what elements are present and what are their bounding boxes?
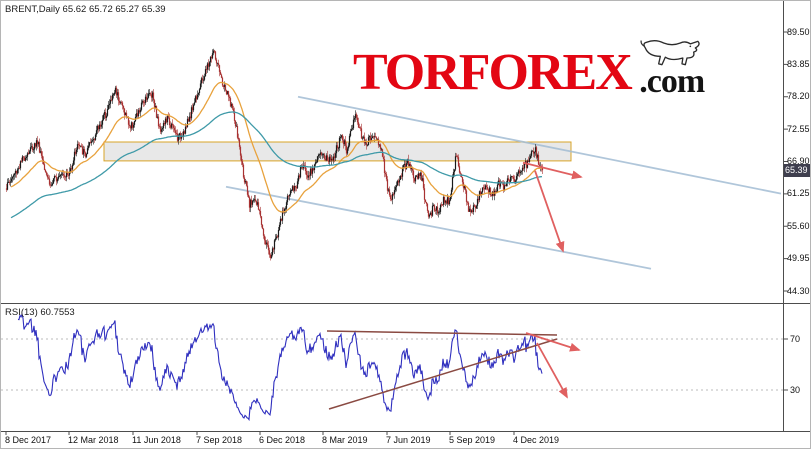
rsi-forecast-arrow[interactable] bbox=[536, 342, 568, 399]
forecast-arrow[interactable] bbox=[522, 161, 583, 180]
rsi-wedge-line[interactable] bbox=[328, 338, 558, 410]
ohlc-values: 65.62 65.72 65.27 65.39 bbox=[62, 4, 166, 15]
symbol-ohlc-label: BRENT,Daily 65.62 65.72 65.27 65.39 bbox=[5, 4, 166, 15]
current-price-badge: 65.39 bbox=[784, 163, 810, 177]
date-axis[interactable]: 8 Dec 2017 12 Mar 2018 11 Jun 2018 7 Sep 20… bbox=[1, 432, 810, 448]
price-axis[interactable]: 89.50 83.85 78.20 72.55 66.90 61.25 55.60 49.95… bbox=[784, 1, 810, 432]
rsi-level-label: 30 bbox=[790, 384, 801, 395]
ma-slow-line bbox=[10, 111, 543, 219]
date-axis-label: 12 Mar 2018 bbox=[68, 435, 119, 445]
date-axis-label: 7 Sep 2018 bbox=[196, 435, 243, 445]
trend-channel-line[interactable] bbox=[225, 185, 652, 270]
trend-channel-line[interactable] bbox=[297, 95, 782, 195]
price-axis-label: 66.90 bbox=[787, 156, 810, 166]
rsi-forecast-arrow[interactable] bbox=[525, 332, 581, 352]
price-axis-label: 55.60 bbox=[787, 220, 810, 231]
price-axis-label: 49.95 bbox=[787, 253, 810, 264]
rsi-wedge-line[interactable] bbox=[326, 330, 558, 336]
date-axis-label: 8 Mar 2019 bbox=[322, 435, 368, 445]
date-axis-label: 6 Dec 2018 bbox=[259, 435, 306, 445]
date-axis-label: 7 Jun 2019 bbox=[386, 435, 431, 445]
price-axis-label: 72.55 bbox=[787, 123, 810, 134]
forecast-arrow[interactable] bbox=[534, 170, 565, 253]
rsi-label: RSI(13) 60.7553 bbox=[5, 307, 75, 318]
date-axis-label: 4 Dec 2019 bbox=[513, 435, 560, 445]
date-axis-label: 5 Sep 2019 bbox=[449, 435, 496, 445]
ma-fast-line bbox=[10, 81, 543, 213]
price-axis-label: 89.50 bbox=[787, 26, 810, 37]
symbol-timeframe: BRENT,Daily bbox=[5, 4, 60, 15]
rsi-line bbox=[17, 312, 543, 422]
price-axis-label: 61.25 bbox=[787, 188, 810, 199]
candles-down-bodies bbox=[5, 50, 544, 259]
rsi-level-label: 70 bbox=[790, 333, 801, 344]
price-axis-label: 44.30 bbox=[787, 285, 810, 296]
date-axis-label: 11 Jun 2018 bbox=[132, 435, 181, 445]
candles-up-bodies bbox=[6, 50, 542, 259]
date-axis-label: 8 Dec 2017 bbox=[5, 435, 52, 445]
price-axis-label: 83.85 bbox=[787, 58, 810, 69]
price-axis-label: 78.20 bbox=[787, 91, 810, 102]
